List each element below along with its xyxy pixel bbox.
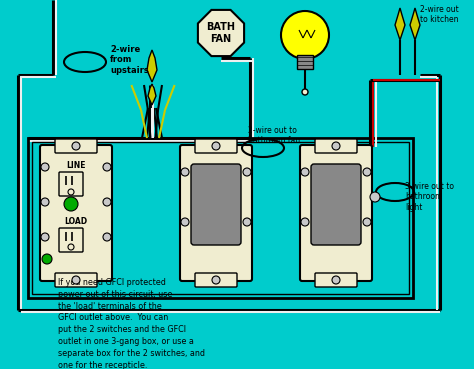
Text: 2-wire out
to kitchen: 2-wire out to kitchen [420,5,459,24]
Circle shape [41,233,49,241]
Text: 2-wire
from
upstairs: 2-wire from upstairs [110,45,149,75]
Text: LINE: LINE [66,161,86,169]
FancyBboxPatch shape [180,145,252,281]
Polygon shape [410,8,420,40]
Circle shape [302,89,308,95]
Circle shape [370,192,380,202]
FancyBboxPatch shape [315,139,357,153]
Bar [32,142,409,294]
Circle shape [41,198,49,206]
Polygon shape [395,8,405,40]
Circle shape [103,198,111,206]
FancyBboxPatch shape [311,164,361,245]
Circle shape [301,218,309,226]
Text: 3-wire out to
bathroom
light: 3-wire out to bathroom light [405,182,454,212]
Circle shape [68,189,74,195]
FancyBboxPatch shape [195,273,237,287]
Text: If you need GFCI protected
power out of this circuit, use
the 'load' terminals o: If you need GFCI protected power out of … [58,278,205,369]
FancyBboxPatch shape [315,273,357,287]
Circle shape [42,254,52,264]
Polygon shape [148,84,156,105]
Circle shape [212,276,220,284]
FancyBboxPatch shape [195,139,237,153]
Circle shape [41,163,49,171]
FancyBboxPatch shape [59,172,83,196]
Bar [28,138,413,298]
Circle shape [212,142,220,150]
Circle shape [72,142,80,150]
FancyBboxPatch shape [300,145,372,281]
Circle shape [332,142,340,150]
FancyBboxPatch shape [55,139,97,153]
FancyBboxPatch shape [55,273,97,287]
Text: BATH
FAN: BATH FAN [207,22,236,44]
FancyBboxPatch shape [191,164,241,245]
FancyBboxPatch shape [59,228,83,252]
Polygon shape [198,10,244,56]
Circle shape [103,163,111,171]
Circle shape [103,233,111,241]
Circle shape [181,218,189,226]
Circle shape [64,197,78,211]
Circle shape [243,218,251,226]
Circle shape [72,276,80,284]
Circle shape [281,11,329,59]
Circle shape [363,218,371,226]
Circle shape [332,276,340,284]
Circle shape [363,168,371,176]
Circle shape [181,168,189,176]
Circle shape [243,168,251,176]
Circle shape [68,244,74,250]
Polygon shape [147,50,157,82]
Text: 2-wire out to
bathroom fan: 2-wire out to bathroom fan [248,126,300,145]
Bar [297,55,313,69]
Text: LOAD: LOAD [64,217,88,227]
Circle shape [301,168,309,176]
FancyBboxPatch shape [40,145,112,281]
